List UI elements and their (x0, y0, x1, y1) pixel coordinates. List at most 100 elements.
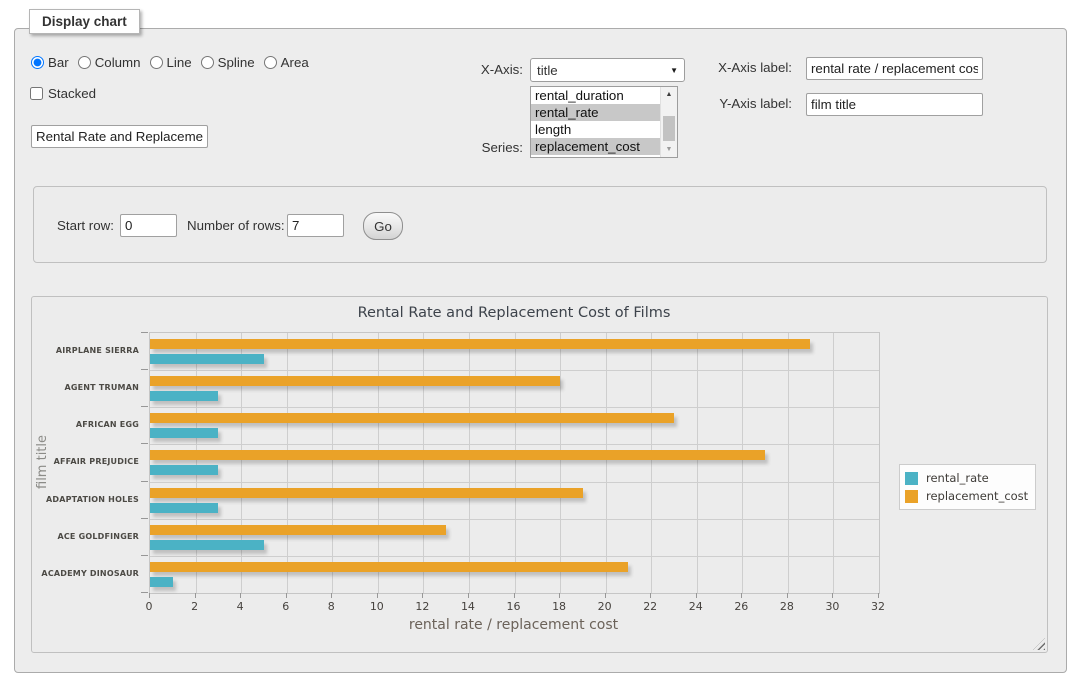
chart-type-option-line[interactable]: Line (149, 55, 192, 70)
x-tick-label: 0 (145, 600, 153, 613)
gridline-vertical (514, 333, 516, 593)
gridline-vertical (241, 333, 243, 593)
x-tick-label: 18 (552, 600, 567, 613)
bar-replacement_cost (150, 524, 446, 535)
x-tick-label: 12 (415, 600, 430, 613)
stacked-checkbox-row[interactable]: Stacked (30, 86, 96, 101)
legend-item-replacement_cost: replacement_cost (905, 487, 1028, 505)
x-axis-select-label: X-Axis: (480, 62, 523, 77)
legend-swatch-icon (905, 471, 918, 485)
category-label: AIRPLANE SIERRA (55, 346, 139, 355)
chart-x-axis-label: rental rate / replacement cost (408, 617, 619, 633)
gridline-vertical (696, 333, 698, 593)
x-tick-mark (240, 593, 242, 598)
x-tick-mark (878, 593, 879, 598)
resize-grip-icon[interactable] (1033, 638, 1045, 650)
x-tick-mark (331, 593, 333, 598)
bar-replacement_cost (150, 413, 674, 424)
scroll-up-icon[interactable]: ▲ (661, 87, 677, 102)
y-tick-mark (141, 369, 148, 371)
chart-type-option-area[interactable]: Area (263, 55, 309, 70)
gridline-vertical (833, 333, 835, 593)
category-label: ACE GOLDFINGER (57, 531, 139, 541)
bar-rental_rate (150, 391, 219, 402)
display-chart-fieldset: Display chart Bar Column Line Spline Area St… (14, 9, 1067, 673)
gridline-horizontal (150, 481, 879, 483)
gridline-vertical (195, 333, 197, 593)
scroll-down-icon[interactable]: ▼ (661, 142, 677, 157)
start-row-input[interactable] (120, 214, 177, 237)
x-tick-mark (422, 593, 424, 598)
y-tick-mark (141, 406, 148, 408)
series-option-replacement_cost[interactable]: replacement_cost (531, 138, 661, 155)
x-axis-label-input[interactable] (806, 57, 983, 80)
x-tick-label: 20 (597, 600, 612, 613)
x-tick-label: 28 (779, 600, 794, 613)
chart-type-radio-area[interactable] (263, 56, 277, 69)
x-tick-mark (149, 593, 150, 598)
fieldset-legend: Display chart (29, 9, 140, 34)
x-tick-mark (376, 593, 378, 598)
listbox-scrollbar[interactable]: ▲ ▼ (660, 87, 677, 157)
num-rows-input[interactable] (287, 214, 344, 237)
chart-type-radio-label: Line (166, 55, 192, 70)
y-tick-mark (141, 332, 148, 333)
x-axis-label-field-label: X-Axis label: (718, 60, 792, 75)
x-tick-mark (604, 593, 606, 598)
bar-rental_rate (150, 465, 219, 476)
series-listbox[interactable]: rental_duration rental_rate length replacem… (530, 86, 678, 158)
chart-type-option-spline[interactable]: Spline (200, 55, 255, 70)
chart-type-radio-label: Spline (217, 55, 255, 70)
x-tick-label: 22 (643, 600, 658, 613)
chart-type-radio-label: Area (280, 55, 309, 70)
x-tick-label: 14 (460, 600, 475, 613)
gridline-vertical (423, 333, 425, 593)
series-option-rental_rate[interactable]: rental_rate (531, 104, 661, 121)
chart-type-radio-bar[interactable] (31, 56, 44, 69)
x-tick-label: 24 (688, 600, 703, 613)
series-option-length[interactable]: length (535, 122, 572, 137)
category-label: ADAPTATION HOLES (45, 494, 139, 504)
gridline-vertical (742, 333, 744, 593)
x-tick-mark (285, 593, 287, 598)
chart-title-input[interactable] (31, 125, 208, 148)
x-tick-mark (513, 593, 515, 598)
gridline-horizontal (150, 370, 879, 372)
chart-type-radio-column[interactable] (77, 56, 91, 69)
chart-legend: rental_rate replacement_cost (899, 464, 1037, 510)
chart-container: Rental Rate and Replacement Cost of Film… (31, 296, 1048, 653)
num-rows-label: Number of rows: (187, 218, 285, 233)
bar-rental_rate (150, 354, 264, 364)
start-row-label: Start row: (57, 218, 114, 233)
y-tick-mark (141, 517, 148, 519)
y-tick-mark (141, 554, 148, 556)
x-tick-label: 8 (327, 600, 335, 613)
y-tick-mark (141, 443, 148, 445)
bar-replacement_cost (150, 339, 811, 349)
gridline-horizontal (150, 444, 879, 446)
chevron-down-icon: ▼ (670, 65, 678, 75)
stacked-checkbox[interactable] (30, 87, 43, 100)
go-button[interactable]: Go (363, 212, 403, 240)
x-axis-select[interactable]: title ▼ (530, 58, 685, 82)
gridline-vertical (377, 333, 379, 593)
x-tick-mark (194, 593, 196, 598)
scrollbar-thumb[interactable] (663, 116, 675, 141)
chart-type-option-column[interactable]: Column (77, 55, 141, 70)
bar-replacement_cost (150, 376, 560, 387)
series-options: rental_duration rental_rate length replacem… (531, 87, 661, 155)
x-tick-mark (695, 593, 697, 598)
chart-type-option-bar[interactable]: Bar (31, 55, 69, 70)
legend-label: replacement_cost (926, 489, 1029, 503)
x-axis-select-value: title (537, 62, 558, 78)
legend-item-rental_rate: rental_rate (905, 469, 1028, 487)
y-axis-label-field-label: Y-Axis label: (719, 96, 792, 111)
chart-type-radio-group: Bar Column Line Spline Area (31, 55, 318, 70)
y-axis-label-input[interactable] (806, 93, 983, 116)
chart-type-radio-spline[interactable] (200, 56, 214, 69)
chart-type-radio-line[interactable] (149, 56, 163, 69)
gridline-vertical (468, 333, 470, 593)
bar-replacement_cost (150, 561, 629, 572)
gridline-vertical (787, 333, 789, 593)
series-option-rental_duration[interactable]: rental_duration (535, 88, 624, 103)
